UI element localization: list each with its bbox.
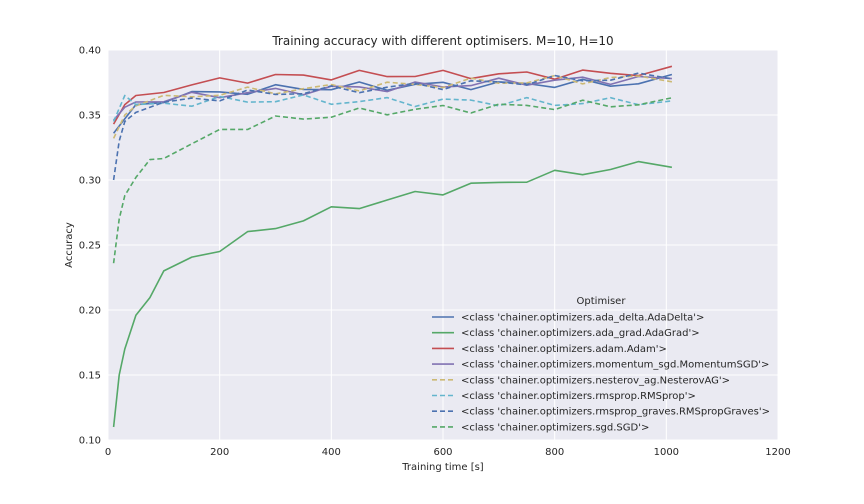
legend-label-1: <class 'chainer.optimizers.ada_grad.AdaG… (461, 328, 700, 339)
chart-title: Training accuracy with different optimis… (271, 34, 613, 48)
legend-label-0: <class 'chainer.optimizers.ada_delta.Ada… (461, 313, 704, 324)
series-line-1 (112, 160, 673, 428)
legend-label-7: <class 'chainer.optimizers.sgd.SGD'> (461, 422, 649, 433)
x-tick-label: 400 (322, 447, 341, 458)
series-line-3 (112, 75, 672, 121)
y-tick-label: 0.35 (79, 111, 101, 122)
x-tick-labels: 0 200 400 600 800 1000 1200 (105, 447, 791, 458)
y-tick-label: 0.25 (79, 241, 101, 252)
legend-label-4: <class 'chainer.optimizers.nesterov_ag.N… (461, 375, 730, 386)
legend-label-6: <class 'chainer.optimizers.rmsprop_grave… (461, 407, 770, 418)
x-tick-label: 1200 (765, 447, 790, 458)
y-tick-label: 0.20 (79, 306, 101, 317)
grid-lines (107, 49, 779, 441)
legend-label-2: <class 'chainer.optimizers.adam.Adam'> (461, 344, 667, 355)
x-axis-label: Training time [s] (401, 462, 484, 473)
y-tick-label: 0.40 (79, 46, 101, 57)
series-line-5 (112, 94, 672, 122)
y-tick-label: 0.15 (79, 371, 101, 382)
legend: Optimiser <class 'chainer.optimizers.ada… (432, 296, 770, 433)
x-tick-label: 800 (545, 447, 564, 458)
y-tick-label: 0.10 (79, 436, 101, 447)
legend-label-3: <class 'chainer.optimizers.momentum_sgd.… (461, 360, 769, 371)
series-line-0 (112, 73, 673, 134)
series-line-7 (112, 97, 673, 264)
series-line-2 (112, 65, 673, 125)
x-tick-label: 600 (433, 447, 452, 458)
series-line-6 (112, 72, 673, 181)
series-lines (112, 65, 673, 428)
x-tick-label: 200 (210, 447, 229, 458)
x-tick-label: 0 (105, 447, 111, 458)
series-line-4 (112, 74, 673, 139)
y-tick-label: 0.30 (79, 176, 101, 187)
y-tick-labels: 0.10 0.15 0.20 0.25 0.30 0.35 0.40 (79, 46, 101, 447)
legend-title: Optimiser (577, 296, 627, 307)
x-tick-label: 1000 (654, 447, 679, 458)
legend-label-5: <class 'chainer.optimizers.rmsprop.RMSpr… (461, 391, 696, 402)
y-axis-label: Accuracy (64, 222, 75, 268)
